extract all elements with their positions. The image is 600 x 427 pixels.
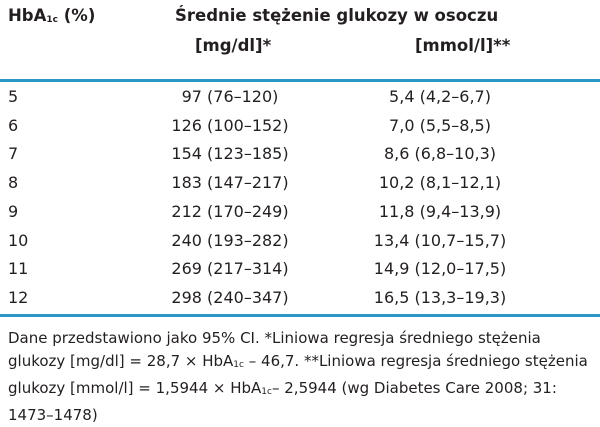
header-mgdl: [mg/dl]* [195,36,272,55]
cell-hba1c: 11 [8,259,29,279]
cell-mmol: 14,9 (12,0–17,5) [373,259,507,279]
table-row: 5 97 (76–120) 5,4 (4,2–6,7) [0,87,600,115]
header-mmol: [mmol/l]** [415,36,511,55]
cell-mmol: 10,2 (8,1–12,1) [378,173,502,193]
table-row: 12 298 (240–347) 16,5 (13,3–19,3) [0,288,600,316]
cell-mgdl: 269 (217–314) [171,259,289,279]
cell-mmol: 16,5 (13,3–19,3) [373,287,507,307]
cell-mmol: 13,4 (10,7–15,7) [373,230,507,250]
cell-mmol: 11,8 (9,4–13,9) [378,201,502,221]
header-hba1c-label: HbA [8,6,47,25]
cell-mgdl: 212 (170–249) [171,201,289,221]
table-row: 10 240 (193–282) 13,4 (10,7–15,7) [0,231,600,259]
cell-mmol: 7,0 (5,5–8,5) [389,115,491,135]
cell-hba1c: 7 [8,144,19,164]
header-hba1c-unit: (%) [58,6,96,25]
cell-mmol: 5,4 (4,2–6,7) [389,87,491,106]
footnote-subscript-1: 1c [233,360,244,370]
cell-mgdl: 126 (100–152) [171,115,289,135]
header-hba1c-subscript: 1c [46,15,58,25]
footnote-text-1: Dane przedstawiono jako 95% CI. *Liniowa… [8,329,541,370]
cell-mgdl: 298 (240–347) [171,287,289,307]
cell-mmol: 8,6 (6,8–10,3) [383,144,497,164]
cell-hba1c: 9 [8,201,19,221]
footnote-text-3: – 2,5944 (wg Diabetes Care 2008; 31: 147… [8,379,557,424]
header-hba1c: HbA1c (%) [8,6,95,25]
cell-hba1c: 8 [8,173,19,193]
cell-mgdl: 97 (76–120) [181,87,279,106]
cell-mgdl: 240 (193–282) [171,230,289,250]
bottom-rule [0,314,600,317]
footnote: Dane przedstawiono jako 95% CI. *Liniowa… [8,327,598,427]
cell-hba1c: 12 [8,287,29,307]
table-row: 7 154 (123–185) 8,6 (6,8–10,3) [0,144,600,172]
cell-mgdl: 183 (147–217) [171,173,289,193]
table-row: 11 269 (217–314) 14,9 (12,0–17,5) [0,259,600,287]
cell-hba1c: 5 [8,87,19,106]
cell-mgdl: 154 (123–185) [171,144,289,164]
table-row: 6 126 (100–152) 7,0 (5,5–8,5) [0,116,600,144]
footnote-text-2: – 46,7. **Liniowa regresja średniego stę… [8,352,588,397]
cell-hba1c: 6 [8,115,19,135]
table-row: 8 183 (147–217) 10,2 (8,1–12,1) [0,173,600,201]
cell-hba1c: 10 [8,230,29,250]
table-row: 9 212 (170–249) 11,8 (9,4–13,9) [0,202,600,230]
header-rule [0,79,600,82]
footnote-subscript-2: 1c [261,387,272,397]
header-group-title: Średnie stężenie glukozy w osoczu [175,6,499,25]
